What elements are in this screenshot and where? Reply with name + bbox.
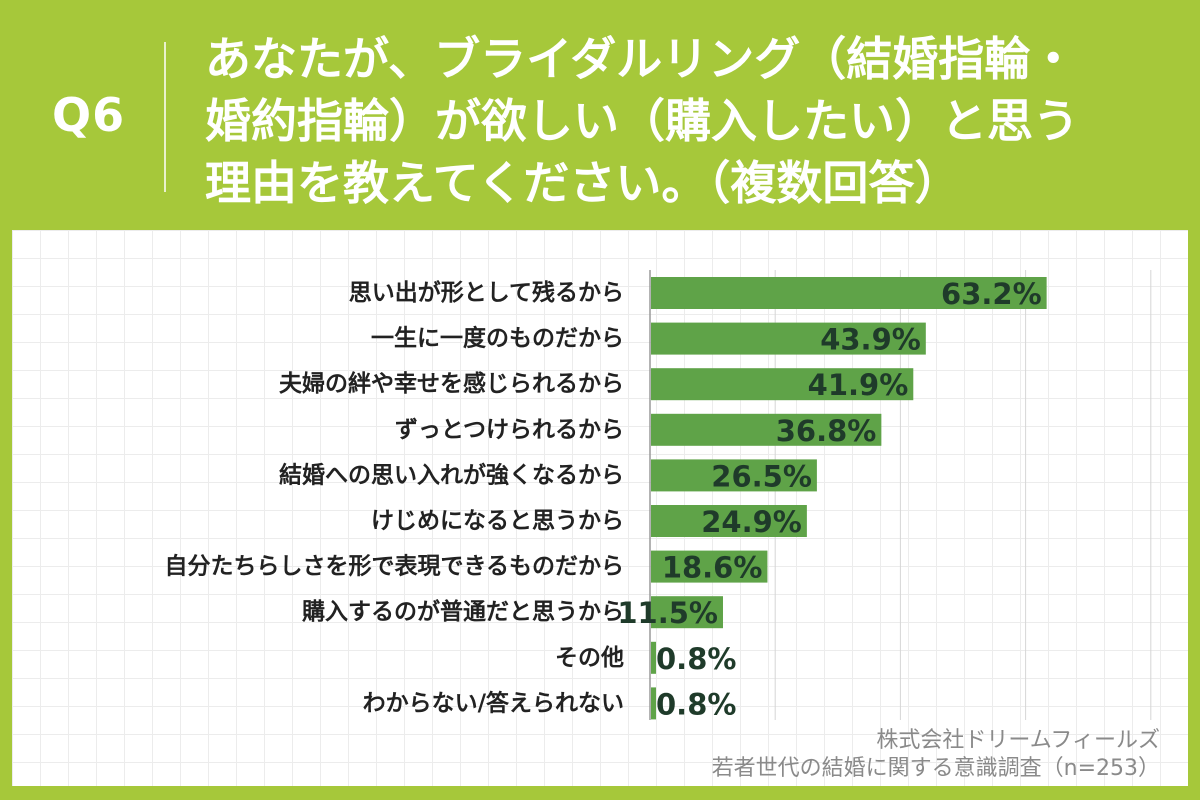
- bar: [651, 687, 657, 720]
- value-label: 24.9%: [701, 505, 802, 539]
- source-survey: 若者世代の結婚に関する意識調査（n=253）: [711, 756, 1160, 781]
- bar: [651, 505, 807, 537]
- value-label: 43.9%: [820, 323, 921, 357]
- category-label: 思い出が形として残るから: [349, 279, 624, 306]
- bar: [651, 459, 817, 492]
- question-text: あなたが、ブライダルリング（結婚指輪・ 婚約指輪）が欲しい（購入したい）と思う …: [205, 28, 1195, 214]
- bar: [651, 550, 768, 583]
- question-line: 婚約指輪）が欲しい（購入したい）と思う: [205, 94, 1079, 148]
- category-label: 購入するのが普通だと思うから: [302, 598, 624, 625]
- category-label: その他: [555, 645, 624, 671]
- bar: [651, 368, 914, 401]
- category-label: けじめになると思うから: [371, 508, 624, 534]
- bar-chart: 思い出が形として残るから 63.2% 一生に一度のものだから 43.9% 夫婦の絆や幸せ…: [164, 270, 1152, 721]
- bar: [651, 413, 882, 446]
- chart-panel: 思い出が形として残るから 63.2% 一生に一度のものだから 43.9% 夫婦の絆や幸せ…: [12, 230, 1188, 786]
- category-label: 自分たちらしさを形で表現できるものだから: [164, 553, 624, 580]
- category-label: 結婚への思い入れが強くなるから: [279, 461, 624, 488]
- question-number: Q6: [52, 88, 126, 142]
- bar: [651, 322, 926, 355]
- bar: [651, 277, 1047, 309]
- category-label: わからない/答えられない: [363, 689, 624, 716]
- header-divider: [164, 42, 166, 192]
- value-label: 0.8%: [656, 642, 736, 676]
- question-line: あなたが、ブライダルリング（結婚指輪・: [205, 32, 1077, 86]
- value-label: 63.2%: [941, 277, 1042, 311]
- bar: [651, 641, 657, 674]
- value-label: 11.5%: [617, 596, 718, 630]
- category-label: ずっとつけられるから: [395, 417, 624, 443]
- question-line: 理由を教えてください。（複数回答）: [205, 156, 961, 210]
- category-label: 一生に一度のものだから: [371, 325, 624, 352]
- source-company: 株式会社ドリームフィールズ: [876, 728, 1160, 753]
- value-label: 18.6%: [662, 551, 763, 585]
- value-label: 26.5%: [711, 459, 812, 493]
- value-label: 41.9%: [808, 368, 909, 402]
- header: Q6 あなたが、ブライダルリング（結婚指輪・ 婚約指輪）が欲しい（購入したい）と…: [0, 0, 1200, 228]
- value-label: 36.8%: [776, 414, 877, 448]
- value-label: 0.8%: [656, 687, 736, 721]
- category-label: 夫婦の絆や幸せを感じられるから: [279, 370, 624, 397]
- bar: [651, 596, 723, 629]
